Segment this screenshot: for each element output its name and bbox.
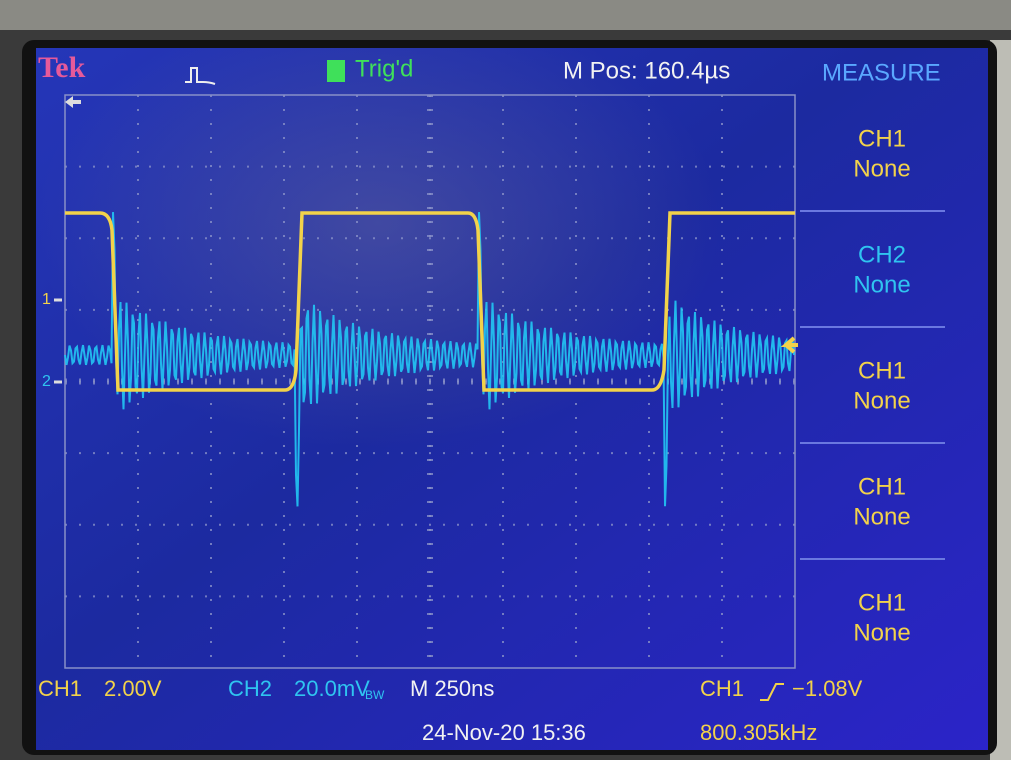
menu-value: None [853,387,910,414]
menu-source: CH1 [858,473,906,500]
body: { "header": { "brand": "Tek", "trigger_s… [0,0,1011,760]
glare [36,48,796,548]
menu-button[interactable] [800,97,945,209]
menu-title: MEASURE [822,59,941,86]
menu-value: None [853,503,910,530]
ch2-bw: BW [365,688,385,702]
ch2-marker: 2 [42,373,51,390]
menu-button[interactable] [800,445,945,557]
brand: Tek [38,51,86,84]
menu-value: None [853,155,910,182]
horizontal-position: M Pos: 160.4µs [563,57,730,84]
trigger-source: CH1 [700,676,744,701]
ch2-label: CH2 [228,676,272,701]
menu-value: None [853,271,910,298]
ch1-marker: 1 [42,291,51,308]
menu-button[interactable] [800,561,945,673]
ch1-label: CH1 [38,676,82,701]
trigger-frequency: 800.305kHz [700,720,817,745]
ch2-scale: 20.0mV [294,676,370,701]
measure-menu: CH1 None CH2 None CH1 None CH1 None CH1 None [800,97,945,673]
oscilloscope-photo: CH1NoneCH2NoneCH1NoneCH1NoneCH1None Tek … [0,0,1011,760]
trig-icon [327,60,345,82]
menu-source: CH1 [858,357,906,384]
datetime: 24-Nov-20 15:36 [422,720,586,745]
menu-button[interactable] [800,329,945,441]
menu-source: CH1 [858,589,906,616]
trigger-status: Trig'd [355,55,413,82]
bezel-top [0,0,1011,30]
menu-button[interactable] [800,213,945,325]
page: html, body { margin: 0; padding: 0; widt… [0,0,1011,760]
menu-source: CH2 [858,241,906,268]
ch1-scale: 2.00V [104,676,162,701]
menu-value: None [853,619,910,646]
trigger-level: −1.08V [792,676,863,701]
menu-source: CH1 [858,125,906,152]
timebase: M 250ns [410,676,494,701]
